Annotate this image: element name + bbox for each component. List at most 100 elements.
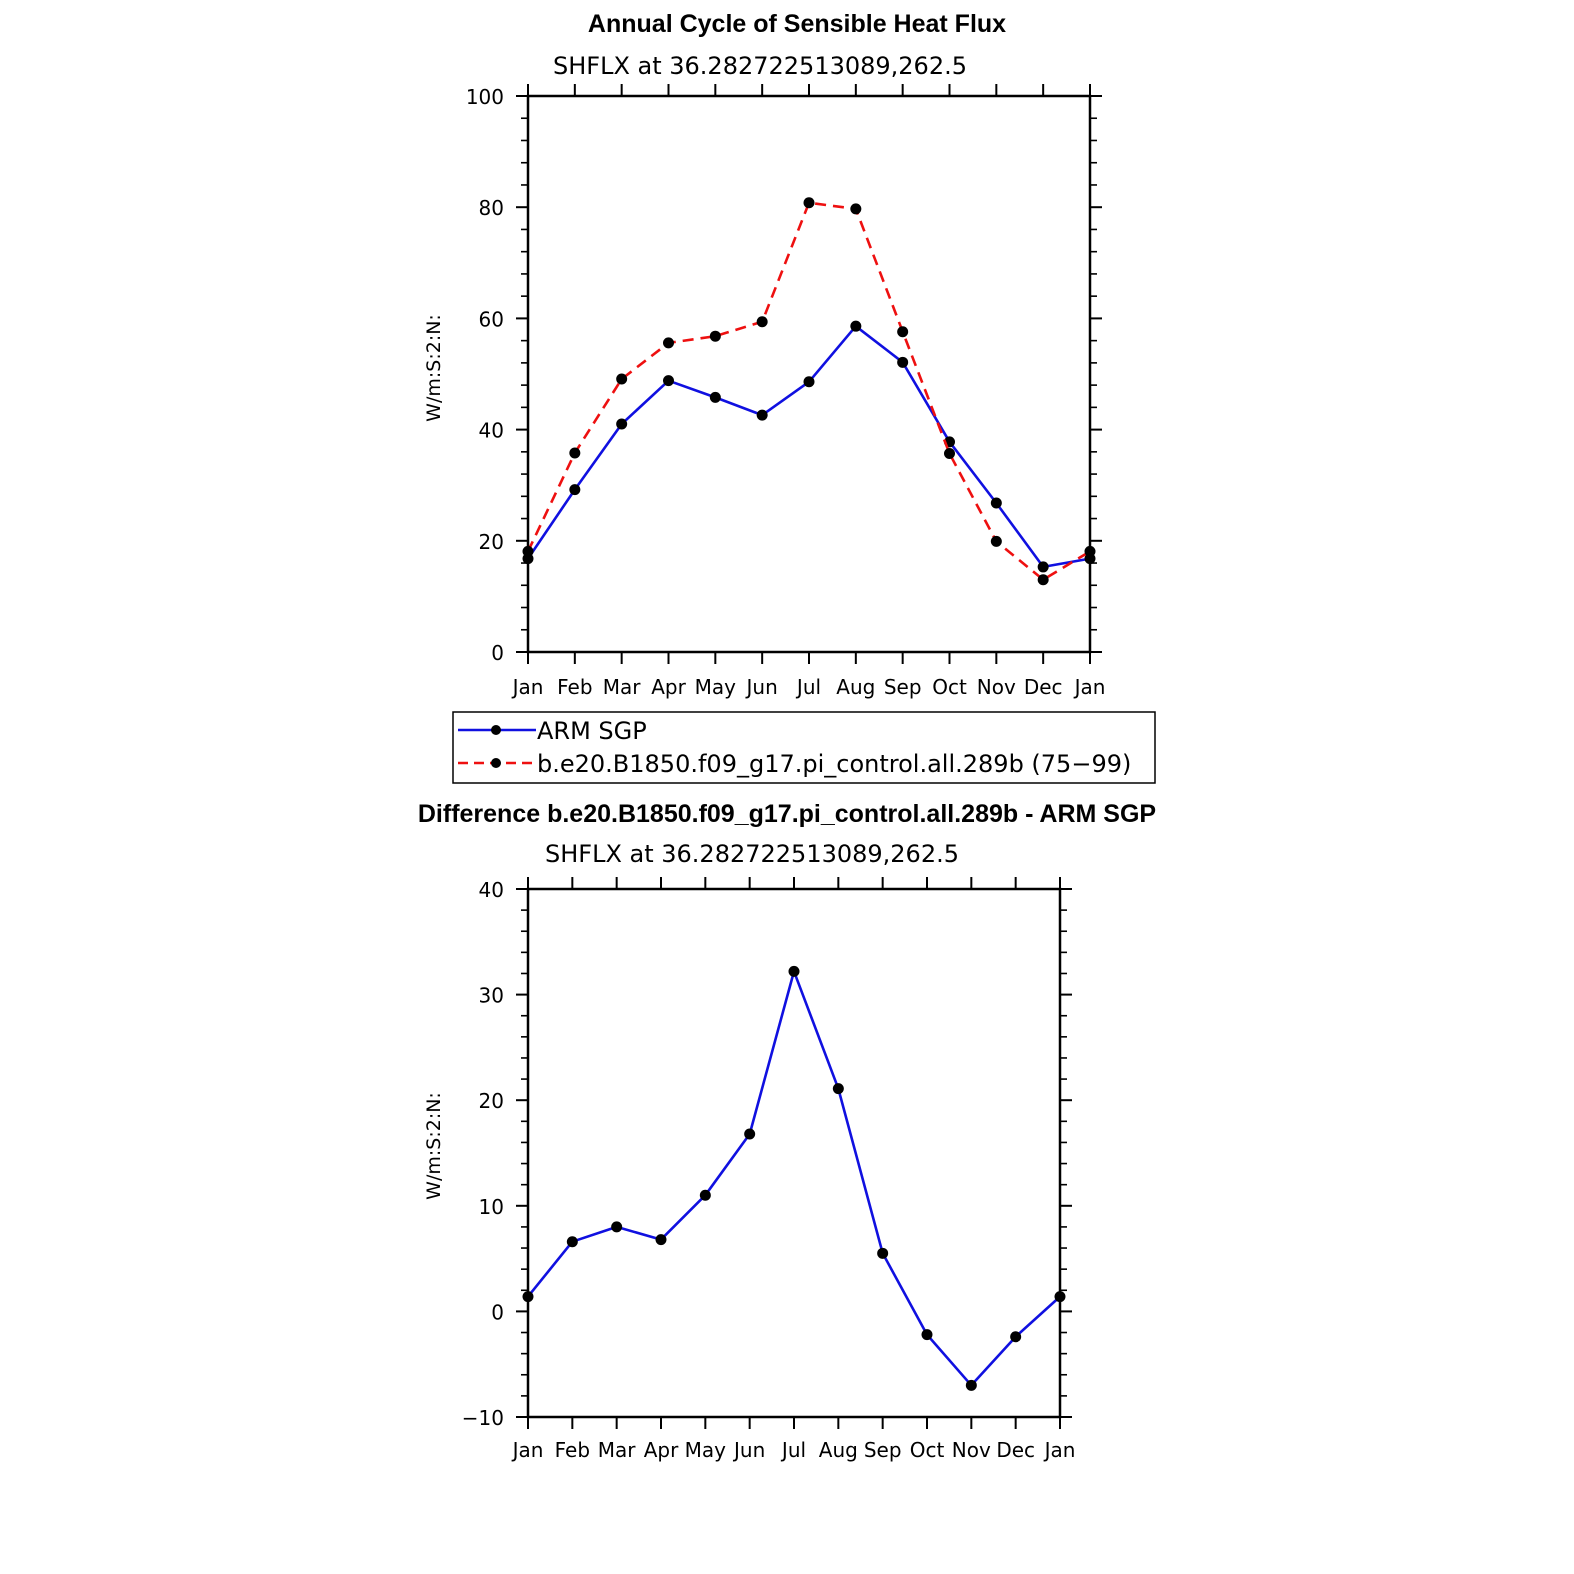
x-tick-label: May — [695, 675, 737, 699]
series-line — [526, 970, 1061, 1387]
plot-frame — [526, 94, 1092, 654]
y-tick-label: 40 — [479, 878, 504, 902]
y-tick-label: 30 — [479, 984, 504, 1008]
data-point — [569, 484, 581, 496]
y-tick-label: 20 — [479, 530, 504, 554]
axis-ticks: 0 20 40 60 80 100 Jan Feb Mar Apr May Jun Jul Aug Sep O… — [466, 84, 1106, 699]
y-tick-label: 100 — [466, 85, 504, 109]
data-point — [616, 418, 628, 430]
x-tick-label: Mar — [603, 675, 642, 699]
chart-subtitle: SHFLX at 36.282722513089,262.5 — [553, 52, 967, 80]
chart-title: Annual Cycle of Sensible Heat Flux — [588, 10, 1006, 38]
axis-ticks: −10 0 10 20 30 40 Jan Feb Mar Apr May Jun Jul Aug Sep O… — [462, 877, 1076, 1462]
data-point — [709, 391, 721, 403]
y-tick-label: 0 — [491, 1300, 504, 1324]
x-tick-label: Oct — [910, 1438, 945, 1462]
data-point — [803, 197, 815, 209]
data-point — [1037, 574, 1049, 586]
x-tick-label: Nov — [977, 675, 1016, 699]
data-point — [663, 375, 674, 387]
data-point — [616, 373, 628, 385]
data-point — [897, 326, 909, 338]
x-tick-label: Jan — [511, 1438, 544, 1462]
series-line — [526, 324, 1091, 569]
data-point — [897, 356, 909, 368]
chart-subtitle: SHFLX at 36.282722513089,262.5 — [545, 840, 959, 868]
y-tick-label: 10 — [479, 1195, 504, 1219]
data-point — [566, 1236, 578, 1248]
data-point — [1054, 1291, 1066, 1303]
x-tick-label: Sep — [864, 1438, 902, 1462]
x-tick-label: Mar — [598, 1438, 637, 1462]
legend-label-model: b.e20.B1850.f09_g17.pi_control.all.289b … — [537, 750, 1131, 778]
x-tick-label: Jul — [780, 1438, 806, 1462]
y-axis-label: W/m:S:2:N: — [423, 1092, 445, 1200]
x-tick-label: Sep — [884, 675, 922, 699]
data-point — [655, 1234, 667, 1246]
data-point — [850, 320, 862, 332]
data-point — [877, 1247, 889, 1259]
legend-label-arm-sgp: ARM SGP — [537, 717, 647, 745]
x-tick-label: Jun — [732, 1438, 765, 1462]
x-tick-label: Feb — [555, 1438, 590, 1462]
data-point — [611, 1221, 623, 1233]
x-tick-label: Dec — [1024, 675, 1063, 699]
data-point — [756, 316, 768, 328]
y-tick-label: 80 — [479, 196, 504, 220]
data-point — [1010, 1331, 1022, 1343]
series-line — [526, 201, 1091, 582]
y-tick-label: 20 — [479, 1089, 504, 1113]
data-point — [663, 337, 674, 349]
data-point — [990, 535, 1002, 547]
series-1 — [522, 320, 1096, 573]
x-tick-label: May — [685, 1438, 727, 1462]
data-point — [788, 965, 800, 977]
data-point — [699, 1189, 711, 1201]
data-point — [522, 1291, 534, 1303]
series-2 — [522, 197, 1096, 586]
data-point — [1037, 561, 1049, 573]
y-tick-label: 0 — [491, 641, 504, 665]
y-tick-label: 60 — [479, 307, 504, 331]
x-tick-label: Dec — [996, 1438, 1035, 1462]
data-point — [850, 203, 862, 215]
y-tick-label: 40 — [479, 419, 504, 443]
y-axis-label: W/m:S:2:N: — [423, 314, 445, 422]
data-point — [1084, 545, 1096, 557]
legend: ARM SGP b.e20.B1850.f09_g17.pi_control.a… — [452, 711, 1156, 784]
data-point — [522, 545, 534, 557]
x-tick-label: Apr — [651, 675, 686, 699]
data-point — [832, 1083, 844, 1095]
x-tick-label: Jan — [1043, 1438, 1076, 1462]
data-point — [756, 409, 768, 421]
x-tick-label: Jul — [795, 675, 821, 699]
data-point — [990, 497, 1002, 509]
x-tick-label: Oct — [932, 675, 967, 699]
difference-chart: Difference b.e20.B1850.f09_g17.pi_contro… — [418, 800, 1156, 1462]
data-point — [744, 1128, 756, 1140]
data-point — [965, 1379, 977, 1391]
legend-item-arm-sgp: ARM SGP — [458, 717, 647, 745]
series-1 — [522, 965, 1066, 1391]
y-tick-label: −10 — [462, 1406, 504, 1430]
x-tick-label: Nov — [952, 1438, 991, 1462]
data-point — [803, 376, 815, 388]
data-point — [921, 1329, 933, 1341]
x-tick-label: Apr — [644, 1438, 679, 1462]
x-tick-label: Aug — [836, 675, 875, 699]
chart-title: Difference b.e20.B1850.f09_g17.pi_contro… — [418, 800, 1156, 828]
x-tick-label: Jan — [511, 675, 544, 699]
data-point — [569, 447, 581, 459]
x-tick-label: Feb — [557, 675, 592, 699]
x-tick-label: Jan — [1073, 675, 1106, 699]
legend-marker-arm-sgp — [491, 725, 501, 735]
annual-cycle-chart: Annual Cycle of Sensible Heat Flux SHFLX… — [423, 10, 1105, 699]
legend-item-model: b.e20.B1850.f09_g17.pi_control.all.289b … — [458, 750, 1131, 778]
data-point — [709, 330, 721, 342]
legend-box — [452, 711, 1156, 784]
legend-marker-model — [491, 758, 501, 768]
x-tick-label: Aug — [819, 1438, 858, 1462]
data-point — [944, 448, 955, 460]
x-tick-label: Jun — [745, 675, 778, 699]
